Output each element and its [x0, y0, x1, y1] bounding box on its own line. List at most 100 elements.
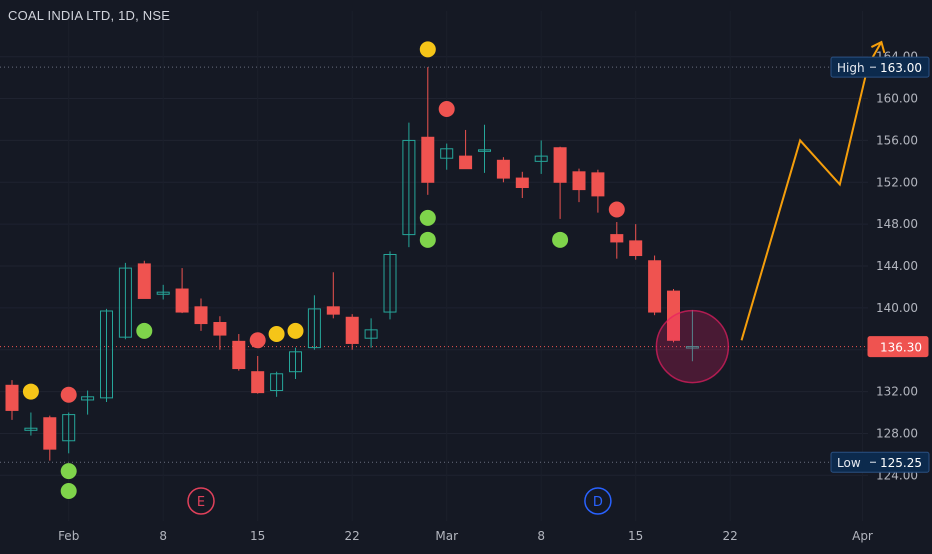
candle-body	[118, 267, 132, 338]
candle	[213, 316, 227, 350]
candle	[496, 157, 510, 183]
candle	[402, 122, 416, 248]
price-axis[interactable]: 124.00128.00132.00136.00140.00144.00148.…	[876, 50, 918, 483]
signal-marker-yellow	[22, 383, 39, 400]
candle-body	[232, 340, 246, 370]
candle-body	[62, 414, 76, 442]
candle-body	[421, 136, 435, 183]
candle	[629, 224, 643, 260]
price-tags: High 163.00 Low 125.25 136.30	[830, 56, 930, 473]
candle-body	[648, 260, 662, 313]
y-tick-label: 132.00	[876, 385, 918, 399]
candle-body	[402, 139, 416, 236]
signal-marker-green	[136, 322, 153, 339]
candle-body	[345, 316, 359, 344]
candle-body	[137, 263, 151, 299]
candle-body	[289, 351, 302, 373]
low-price-tag-box	[830, 451, 930, 473]
y-tick-label: 144.00	[876, 259, 918, 273]
candle	[459, 129, 473, 170]
candle	[591, 169, 605, 213]
candle-body	[194, 306, 208, 325]
candle	[43, 415, 57, 461]
candle-body	[459, 155, 473, 170]
time-axis[interactable]: Feb 8 15 22 Mar 8 15 22 Apr	[58, 529, 873, 543]
y-tick-label: 156.00	[876, 133, 918, 147]
high-price-tag-value: 163.00	[880, 61, 922, 75]
y-tick-label: 160.00	[876, 92, 918, 106]
low-price-tag: Low 125.25	[830, 451, 930, 473]
candle-body	[534, 155, 548, 162]
signal-marker-yellow	[287, 322, 304, 339]
candle	[534, 140, 548, 174]
candle	[515, 171, 529, 198]
x-tick-label: Apr	[852, 529, 873, 543]
candle	[553, 146, 567, 219]
candle-body	[5, 384, 19, 411]
last-price-tag-value: 136.30	[880, 341, 922, 355]
candle	[175, 268, 189, 314]
y-tick-label: 148.00	[876, 217, 918, 231]
candle	[5, 380, 19, 420]
candle-body	[100, 310, 113, 399]
signal-marker-red	[438, 101, 455, 118]
candle	[156, 284, 170, 300]
candle	[421, 67, 435, 195]
candle-body	[213, 322, 227, 336]
candle	[100, 308, 113, 403]
highlight-circle	[655, 309, 730, 384]
candle-body	[440, 148, 454, 159]
y-tick-label: 128.00	[876, 426, 918, 440]
projection-arrowhead	[870, 40, 886, 54]
x-tick-label: Feb	[58, 529, 79, 543]
candle-body	[326, 306, 340, 315]
candle-body	[307, 308, 321, 349]
event-badge	[584, 487, 612, 515]
candlestick-series	[5, 67, 699, 461]
signal-markers	[22, 41, 625, 499]
candle-body	[156, 291, 170, 295]
y-tick-label: 140.00	[876, 301, 918, 315]
low-price-tag-value: 125.25	[880, 456, 922, 470]
projection-path	[740, 41, 883, 341]
signal-marker-green	[419, 231, 436, 248]
x-tick-label: Mar	[435, 529, 458, 543]
candle	[137, 260, 151, 299]
signal-marker-green	[60, 483, 77, 499]
candle	[270, 371, 284, 397]
signal-marker-red	[60, 386, 77, 403]
candle	[24, 412, 38, 436]
candle	[685, 309, 699, 362]
x-tick-label: 15	[628, 529, 643, 543]
candle	[289, 347, 302, 380]
candle	[326, 272, 340, 319]
candle	[364, 318, 378, 348]
candle-body	[364, 329, 378, 339]
signal-marker-green	[419, 209, 436, 226]
candle	[62, 412, 76, 454]
candle-body	[572, 171, 586, 191]
low-price-tag-label: Low	[837, 456, 861, 470]
signal-marker-green	[552, 231, 569, 248]
last-price-tag: 136.30	[867, 336, 929, 358]
candle-body	[175, 288, 189, 313]
candle-body	[496, 159, 510, 179]
candle-body	[81, 396, 95, 401]
high-price-tag-label: High	[837, 61, 865, 75]
candle-body	[629, 240, 643, 257]
candle-body	[383, 253, 397, 313]
candle	[383, 251, 397, 320]
x-tick-label: 8	[537, 529, 545, 543]
candle-body	[610, 234, 624, 243]
candle-body	[591, 172, 605, 197]
event-badge	[187, 487, 215, 515]
candle-body	[270, 373, 284, 392]
event-badge-label: E	[197, 495, 205, 510]
candle	[440, 143, 454, 170]
candle	[478, 124, 491, 173]
event-badge-label: D	[593, 495, 603, 510]
price-grid-lines	[0, 11, 868, 521]
signal-marker-yellow	[268, 326, 285, 343]
